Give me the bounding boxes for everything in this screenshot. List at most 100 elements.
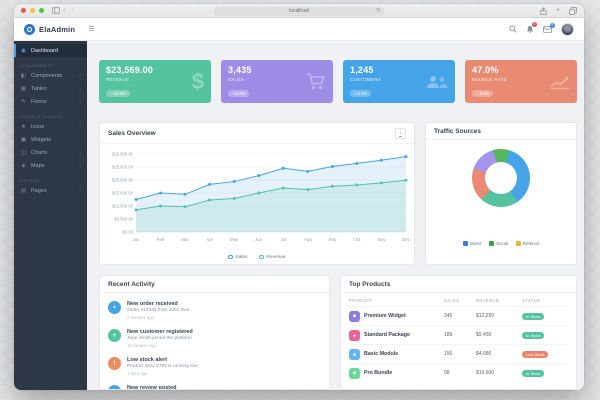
chart-line-icon — [550, 76, 569, 89]
sidebar-heading-extras: EXTRAS — [20, 178, 40, 183]
recent-activity-title: Recent Activity — [108, 281, 155, 288]
stat-change-badge: ↓ 2.1% — [472, 89, 494, 97]
svg-text:Oct: Oct — [353, 237, 361, 242]
main-content: $23,569.00 REVENUE ↑ 12.5% $ 3,435 SALES… — [87, 41, 584, 390]
stat-change-badge: ↑ 12.5% — [106, 89, 130, 97]
stat-card-sales[interactable]: 3,435 SALES ↑ 8.2% — [221, 60, 333, 103]
product-sales: 156 — [444, 351, 453, 357]
sidebar-item-pages[interactable]: ▤ Pages › — [14, 184, 87, 197]
activity-item[interactable]: + New customer registered Jane Smith joi… — [108, 324, 321, 352]
sales-line-chart: $30,000.00 $25,000.00 $20,000.00 $15,000.00… — [112, 151, 411, 242]
status-badge: In Stock — [522, 369, 545, 377]
share-icon[interactable] — [540, 6, 547, 15]
product-revenue: $4,680 — [476, 351, 492, 357]
activity-title-text: New order received — [127, 300, 178, 307]
product-revenue: $12,250 — [476, 313, 495, 319]
app-logo-icon[interactable] — [24, 23, 35, 35]
messages-button[interactable]: 9 — [543, 22, 555, 33]
sidebar-item-widgets[interactable]: ▣ Widgets — [14, 133, 87, 146]
column-header: SALES — [444, 297, 460, 303]
new-user-icon: + — [108, 328, 121, 342]
traffic-sources-card: Traffic Sources Direct Social Referral — [425, 122, 577, 265]
status-badge: Low Stock — [522, 350, 549, 358]
legend-label: Revenue — [266, 254, 286, 260]
sidebar-item-icons[interactable]: ★ Icons › — [14, 120, 87, 133]
activity-item[interactable]: ! Low stock alert Product SKU #789 is ru… — [108, 352, 321, 380]
tab-overview-icon[interactable] — [569, 6, 577, 15]
product-icon: ■ — [349, 348, 360, 360]
sidebar-item-label: Forms — [31, 98, 47, 105]
cart-icon — [307, 72, 326, 89]
download-icon: ↓ — [399, 130, 402, 137]
sidebar-item-forms[interactable]: ✎ Forms › — [14, 95, 87, 108]
download-chart-button[interactable]: ↓ — [395, 128, 406, 139]
minimize-window-button[interactable] — [30, 8, 35, 13]
menu-toggle-icon[interactable]: ☰ — [88, 26, 95, 33]
activity-title-text: New review posted — [127, 384, 177, 390]
forward-button[interactable]: › — [71, 7, 74, 14]
activity-title-text: New customer registered — [127, 328, 193, 335]
url-bar[interactable]: localhost ↻ — [214, 6, 384, 16]
window-controls — [21, 8, 44, 13]
new-tab-button[interactable]: + — [555, 7, 560, 14]
svg-text:$30,000.00: $30,000.00 — [112, 151, 134, 156]
sidebar-toggle-icon[interactable] — [52, 7, 60, 14]
chevron-right-icon: › — [79, 187, 81, 194]
bell-icon — [526, 25, 534, 33]
sidebar-item-dashboard[interactable]: ◉ Dashboard — [14, 44, 87, 57]
sales-overview-title: Sales Overview — [108, 130, 156, 137]
activity-detail: Order #12345 from John Doe — [127, 308, 190, 313]
activity-title-text: Low stock alert — [127, 356, 168, 363]
activity-detail: Jane Smith joined the platform — [127, 336, 192, 341]
sidebar-item-maps[interactable]: ◈ Maps › — [14, 159, 87, 172]
traffic-legend: Direct Social Referral — [426, 241, 576, 246]
table-row[interactable]: ■ Basic Module 156 $4,680 Low Stock — [349, 345, 568, 364]
stat-card-customers[interactable]: 1,245 CUSTOMERS ↑ 5.7% — [343, 60, 455, 103]
table-row[interactable]: ● Standard Package 189 $9,450 In Stock — [349, 326, 568, 345]
stat-card-bounce-rate[interactable]: 47.0% BOUNCE RATE ↓ 2.1% — [465, 60, 577, 103]
stat-change-badge: ↑ 8.2% — [228, 89, 250, 97]
reload-icon[interactable]: ↻ — [375, 8, 381, 14]
table-row[interactable]: ◆ Pro Bundle 98 $19,600 In Stock — [349, 364, 568, 382]
widgets-icon: ▣ — [20, 136, 27, 143]
back-button[interactable]: ‹ — [63, 7, 66, 14]
product-sales: 98 — [444, 370, 450, 376]
sidebar-item-components[interactable]: ◧ Components › — [14, 69, 87, 82]
activity-detail: Product SKU #789 is running low — [127, 364, 198, 369]
svg-text:$25,000.00: $25,000.00 — [112, 164, 134, 169]
zoom-window-button[interactable] — [39, 8, 44, 13]
close-window-button[interactable] — [21, 8, 26, 13]
stat-value: 3,435 — [228, 65, 252, 75]
activity-item[interactable]: ▪ New order received Order #12345 from J… — [108, 296, 321, 324]
activity-time: 15 minutes ago — [127, 342, 157, 348]
activity-time: 1 hour ago — [127, 370, 148, 376]
sidebar-item-charts[interactable]: ◫ Charts › — [14, 146, 87, 159]
search-icon[interactable] — [509, 25, 517, 33]
notifications-button[interactable]: 3 — [526, 21, 537, 34]
sidebar-item-label: Charts — [31, 149, 48, 156]
warning-icon: ! — [108, 356, 121, 370]
recent-activity-card: Recent Activity ▪ New order received Ord… — [99, 275, 330, 390]
legend-label: Social — [495, 241, 509, 246]
activity-item[interactable]: ★ New review posted — [108, 380, 321, 390]
legend-item[interactable]: Direct — [463, 241, 481, 246]
legend-item[interactable]: Referral — [516, 241, 539, 246]
legend-marker-icon — [228, 254, 233, 260]
user-avatar[interactable] — [561, 22, 574, 36]
legend-item[interactable]: Sales — [228, 255, 247, 260]
sidebar-item-label: Pages — [31, 187, 47, 194]
product-name: Basic Module — [364, 351, 399, 357]
sidebar-item-tables[interactable]: ▦ Tables › — [14, 82, 87, 95]
stat-cards-row: $23,569.00 REVENUE ↑ 12.5% $ 3,435 SALES… — [99, 60, 577, 103]
table-header-row: PRODUCT SALES REVENUE STATUS — [349, 294, 568, 307]
pages-icon: ▤ — [20, 187, 27, 194]
stat-card-revenue[interactable]: $23,569.00 REVENUE ↑ 12.5% $ — [99, 60, 211, 103]
browser-window: ‹ › localhost ↻ + ElaAdmin ☰ — [14, 4, 584, 390]
legend-item[interactable]: Social — [489, 241, 508, 246]
column-header: REVENUE — [476, 297, 500, 303]
product-name: Standard Package — [364, 332, 410, 338]
sidebar-item-label: Maps — [31, 162, 45, 169]
table-row[interactable]: ◆ Premium Widget 245 $12,250 In Stock — [349, 307, 568, 326]
legend-item[interactable]: Revenue — [259, 254, 286, 260]
dollar-icon: $ — [191, 68, 204, 94]
